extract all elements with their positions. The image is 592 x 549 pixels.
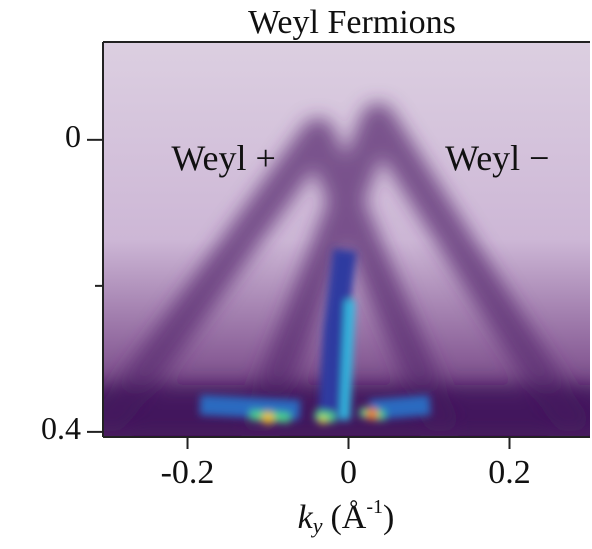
x-label-subscript: y xyxy=(311,513,323,538)
annotation: Weyl − xyxy=(445,138,549,178)
x-label-symbol: k xyxy=(298,499,314,536)
x-tick-label: -0.2 xyxy=(161,454,215,491)
chart-title: Weyl Fermions xyxy=(248,4,456,41)
x-tick-label: 0 xyxy=(340,454,357,491)
x-label-unit: (Å xyxy=(330,499,366,536)
x-tick-label: 0.2 xyxy=(488,454,531,491)
x-axis-label: ky (Å-1) xyxy=(298,496,395,538)
annotation: Weyl + xyxy=(171,138,275,178)
x-label-superscript: -1 xyxy=(366,496,383,518)
intensity-map xyxy=(103,42,590,437)
x-label-close: ) xyxy=(383,499,394,536)
y-tick-label: 0 xyxy=(65,118,81,154)
y-tick-label: 0.4 xyxy=(41,410,81,446)
